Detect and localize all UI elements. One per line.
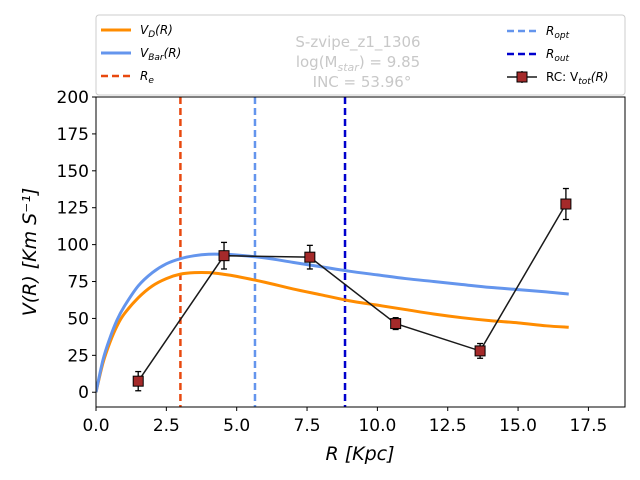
y-tick-label: 0 (78, 383, 89, 403)
rc-point (390, 318, 402, 330)
vd-curve (96, 270, 569, 393)
y-tick-label: 25 (67, 346, 89, 366)
legend-label-ropt: Ropt (546, 24, 570, 41)
x-tick-label: 17.5 (569, 416, 607, 436)
x-tick-label: 2.5 (153, 416, 180, 436)
legend-label-vbar: VBar(R) (140, 46, 181, 63)
x-tick-label: 5.0 (223, 416, 250, 436)
stellar-mass-sub: star (338, 61, 361, 74)
rc-line (137, 203, 567, 382)
rc-point (474, 345, 486, 357)
y-tick-label: 175 (57, 125, 89, 145)
legend-swatch-rc-marker (516, 71, 528, 83)
x-axis-label-text: R [Kpc] (325, 443, 394, 465)
legend-entry-ropt: Ropt (507, 24, 570, 41)
y-tick-label: 200 (57, 88, 89, 108)
vbar-curve (96, 252, 569, 393)
y-axis-label: V(R) [Km S⁻¹] (19, 188, 41, 317)
x-tick-label: 10.0 (358, 416, 396, 436)
stellar-mass-value: ) = 9.85 (359, 53, 420, 71)
legend-label-rout: Rout (546, 47, 570, 64)
rc-point (560, 198, 572, 210)
legend-entry-rout: Rout (507, 47, 570, 64)
stellar-mass-prefix: log(M (296, 53, 338, 71)
x-tick-label: 0.0 (82, 416, 109, 436)
stellar-mass: log(Mstar) = 9.85 (296, 53, 420, 74)
legend-label-vd: VD(R) (140, 23, 173, 40)
inclination: INC = 53.96° (313, 73, 412, 91)
x-tick-label: 7.5 (294, 416, 321, 436)
y-tick-label: 150 (57, 162, 89, 182)
y-tick-label: 50 (67, 309, 89, 329)
x-axis-label: R [Kpc] (325, 443, 394, 465)
legend-entry-rc: RC: Vtot(R) (507, 70, 608, 87)
y-tick-label: 75 (67, 273, 89, 293)
legend-box (95, 14, 626, 96)
legend-entry-vbar: VBar(R) (101, 46, 181, 63)
rc-point (132, 375, 144, 387)
legend-entry-vd: VD(R) (101, 23, 173, 40)
x-tick-label: 12.5 (429, 416, 467, 436)
y-tick-label: 125 (57, 199, 89, 219)
rc-point (218, 250, 230, 262)
y-axis-label-text: V(R) [Km S⁻¹] (19, 188, 41, 317)
x-tick-label: 15.0 (499, 416, 537, 436)
legend-entry-re: Re (101, 69, 154, 86)
rc-point (304, 251, 316, 263)
legend-label-rc: RC: Vtot(R) (546, 70, 608, 87)
galaxy-name: S-zvipe_z1_1306 (295, 33, 420, 52)
y-tick-label: 100 (57, 236, 89, 256)
legend-label-re: Re (140, 69, 154, 86)
plot-frame (95, 96, 626, 408)
